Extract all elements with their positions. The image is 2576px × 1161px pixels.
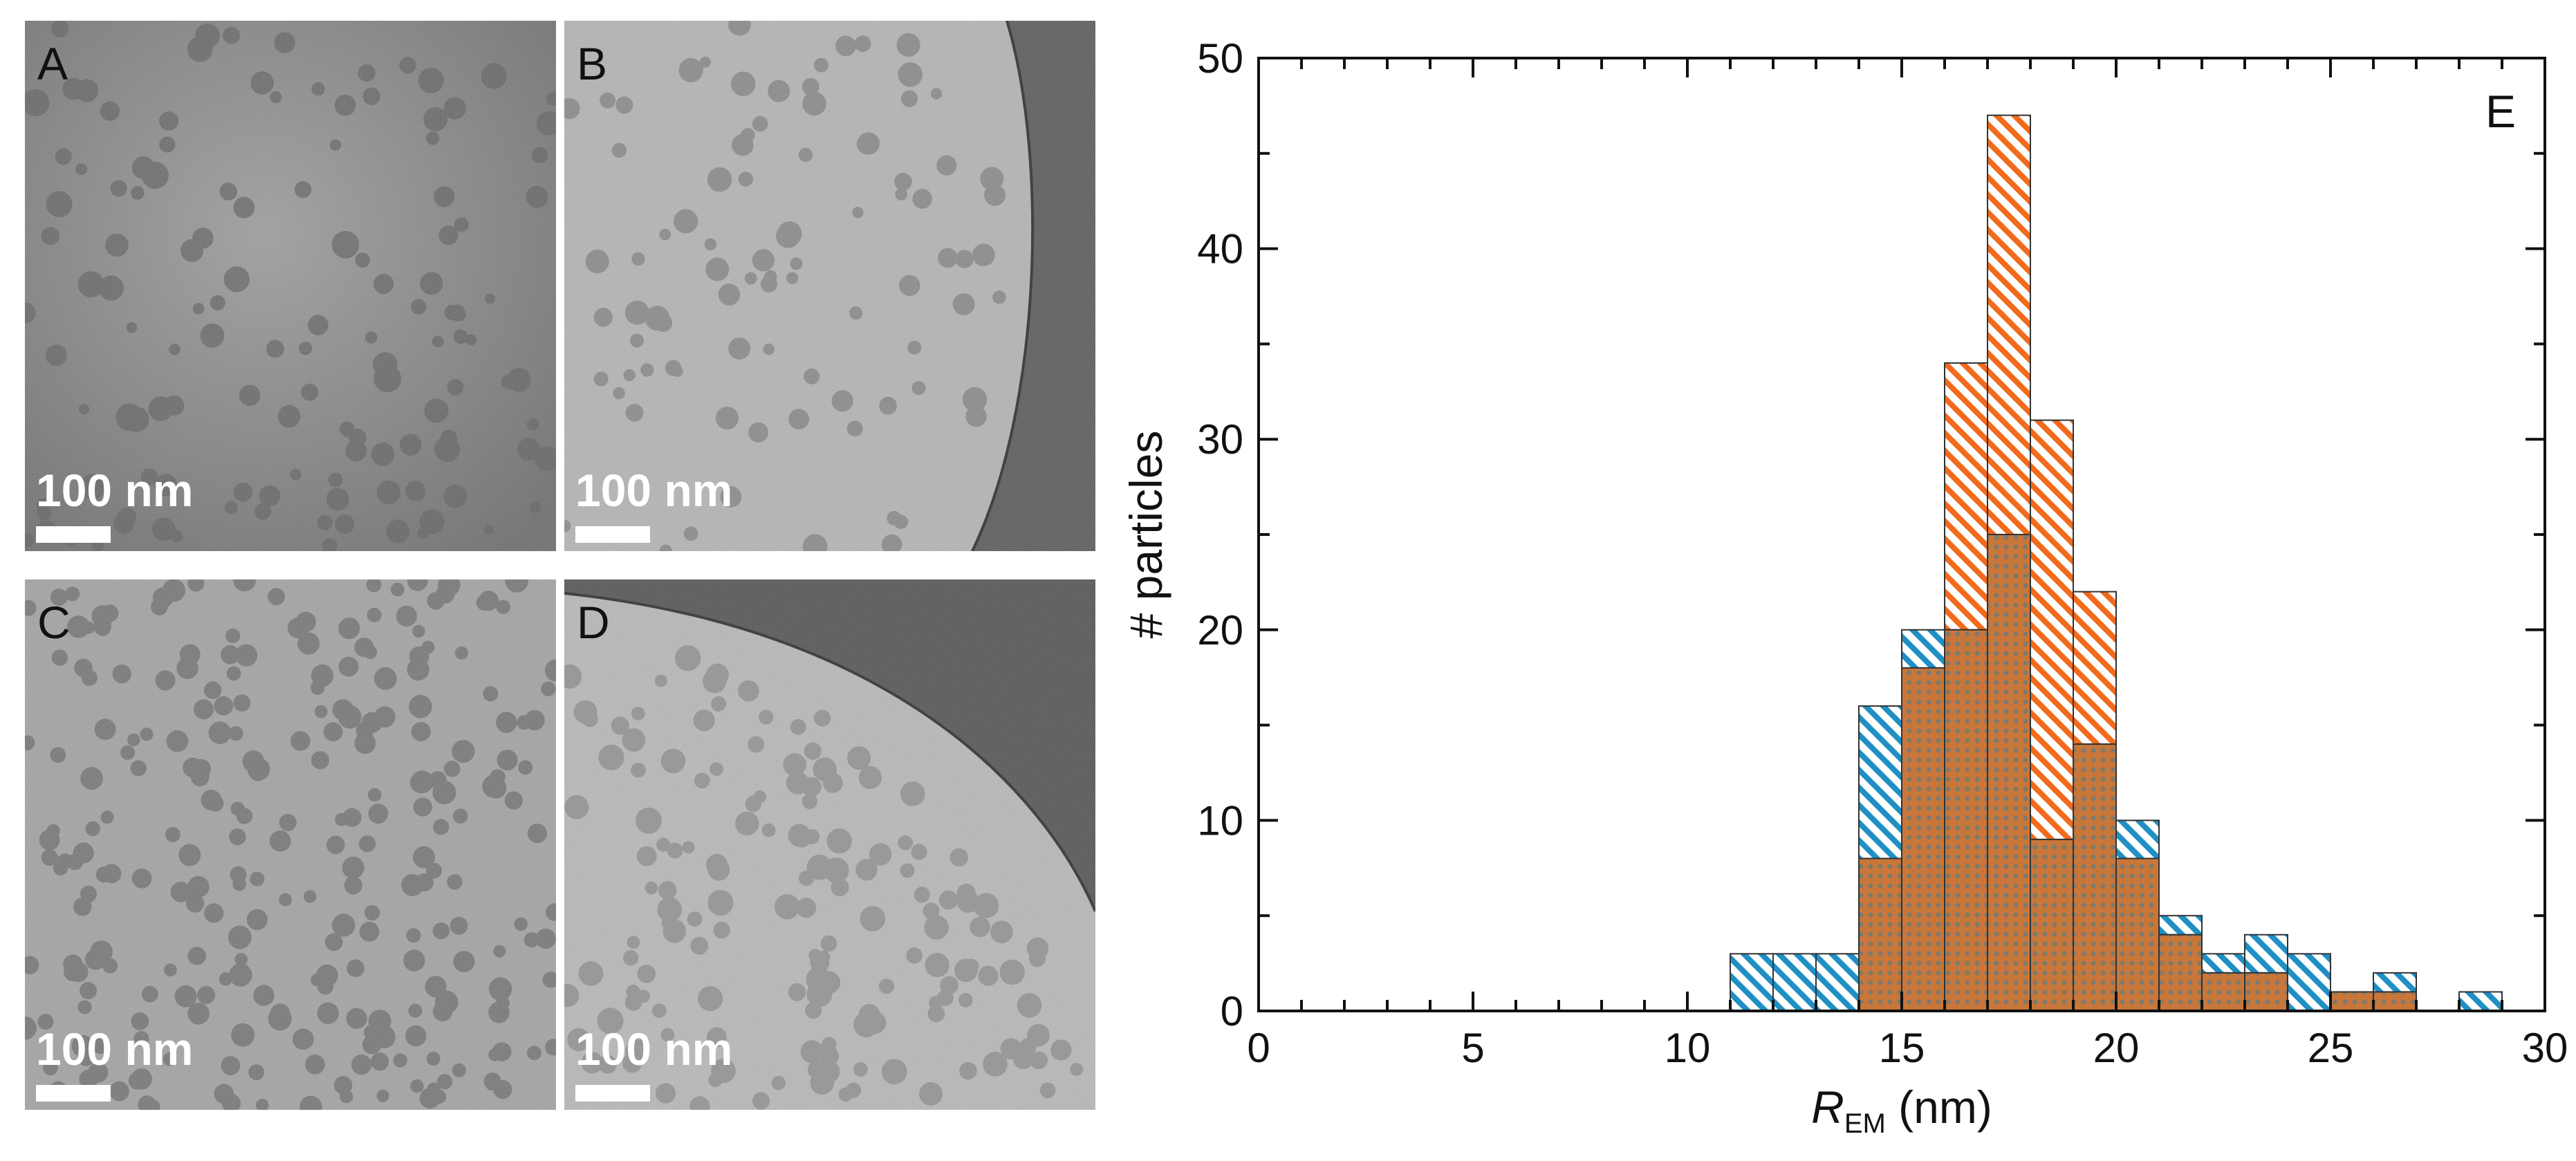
scale-bar-label-c: 100 nm	[36, 1023, 194, 1075]
bar-blue	[1901, 629, 1945, 669]
panel-label-e: E	[2485, 86, 2516, 137]
scale-bar-label-b: 100 nm	[575, 465, 733, 516]
bar-orange	[1987, 114, 2031, 535]
bar-blue	[1815, 953, 1860, 1012]
bar-overlap	[1987, 534, 2031, 1012]
panel-label-a: A	[37, 38, 68, 89]
x-tick-label: 15	[1879, 1025, 1925, 1071]
bar-overlap	[1901, 667, 1945, 1012]
scale-bar-a	[36, 526, 111, 543]
micrograph-d-image	[564, 579, 1095, 1110]
scale-bar-b	[575, 526, 650, 543]
micrograph-b: B 100 nm	[564, 21, 1095, 551]
bar-blue	[1730, 953, 1774, 1012]
bar-blue	[2158, 915, 2203, 936]
y-tick-label: 50	[1197, 35, 1243, 82]
panel-label-d: D	[577, 597, 610, 648]
bar-overlap	[2115, 857, 2160, 1012]
x-tick-label: 5	[1461, 1025, 1484, 1071]
y-tick-label: 40	[1197, 226, 1243, 272]
bar-blue	[2115, 819, 2160, 860]
bar-blue	[2287, 953, 2331, 1012]
panel-label-b: B	[577, 38, 608, 89]
panel-label-c: C	[37, 597, 71, 648]
bar-overlap	[2201, 972, 2245, 1012]
bar-blue	[1858, 705, 1902, 860]
x-tick-label: 30	[2522, 1025, 2568, 1071]
bar-overlap	[2373, 991, 2417, 1012]
bar-orange	[1944, 362, 1988, 631]
bar-overlap	[2158, 934, 2203, 1012]
x-tick-label: 25	[2308, 1025, 2354, 1071]
micrograph-c-image	[25, 579, 556, 1110]
series-blue-bars	[1730, 629, 2503, 1012]
bar-overlap	[1858, 857, 1902, 1012]
scale-bar-c	[36, 1085, 111, 1102]
bar-orange	[2030, 419, 2074, 840]
micrograph-a: A 100 nm	[25, 21, 556, 551]
overlap-bars	[1858, 534, 2417, 1012]
scale-bar-label-a: 100 nm	[36, 465, 194, 516]
bar-blue	[2373, 972, 2417, 993]
y-tick-label: 10	[1197, 797, 1243, 844]
y-tick-label: 0	[1221, 988, 1243, 1034]
x-axis-label: REM (nm)	[1811, 1081, 1992, 1139]
y-axis-label: # particles	[1120, 431, 1171, 639]
bar-blue	[1772, 953, 1817, 1012]
bar-overlap	[2330, 991, 2374, 1012]
bar-orange	[2073, 591, 2117, 745]
y-tick-label: 30	[1197, 416, 1243, 463]
bar-blue	[2201, 953, 2245, 974]
bar-blue	[2458, 991, 2503, 1012]
scale-bar-label-d: 100 nm	[575, 1023, 733, 1075]
micrograph-a-image	[25, 21, 556, 551]
bar-overlap	[1944, 629, 1988, 1012]
micrograph-d: D 100 nm	[564, 579, 1095, 1110]
scale-bar-d	[575, 1085, 650, 1102]
micrograph-c: C 100 nm	[25, 579, 556, 1110]
bar-overlap	[2073, 743, 2117, 1012]
y-tick-label: 20	[1197, 607, 1243, 653]
bar-overlap	[2030, 838, 2074, 1012]
x-tick-label: 10	[1665, 1025, 1711, 1071]
histogram-chart: 0 5 10 15 20 25 30 0 10 20 30 40 50 E # particles RE…	[1120, 35, 2568, 1139]
axis-ticks: 0 5 10 15 20 25 30 0 10 20 30 40 50	[1197, 35, 2568, 1071]
series-orange-bars	[1944, 114, 2117, 840]
bar-overlap	[2244, 972, 2288, 1012]
bar-blue	[2244, 934, 2288, 974]
x-tick-label: 20	[2093, 1025, 2140, 1071]
x-tick-label: 0	[1247, 1025, 1270, 1071]
micrograph-b-image	[564, 21, 1095, 551]
